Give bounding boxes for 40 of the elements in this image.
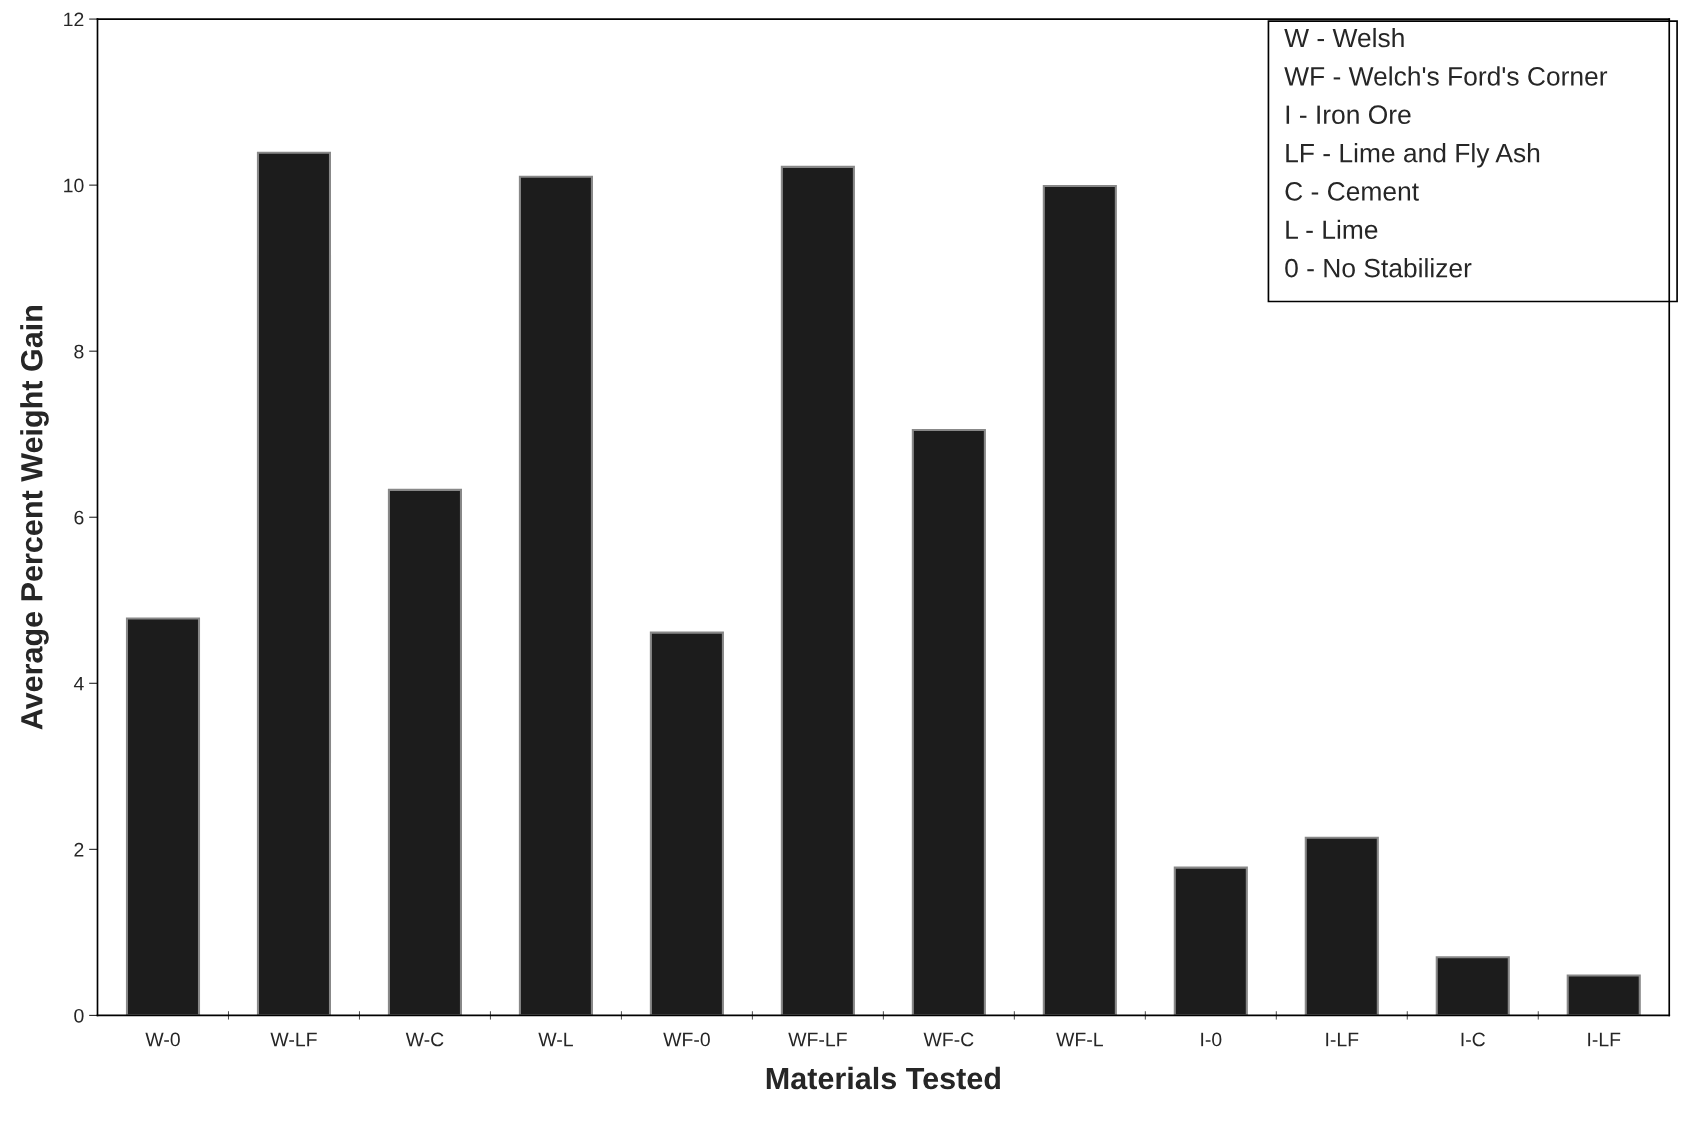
bar <box>125 617 201 1016</box>
y-tick-label: 0 <box>74 1008 84 1023</box>
y-tick-label: 4 <box>73 676 84 691</box>
x-tick-label: I-C <box>1461 1032 1485 1047</box>
x-tick-label: WF-LF <box>788 1032 847 1047</box>
bar <box>387 488 462 1016</box>
y-axis-title: Average Percent Weight Gain <box>20 306 49 730</box>
x-tick-label: W-0 <box>145 1032 180 1047</box>
bar <box>1435 956 1510 1016</box>
x-axis-title: Materials Tested <box>766 1066 1000 1090</box>
bar <box>256 151 332 1016</box>
x-tick-label: I-LF <box>1326 1032 1359 1047</box>
x-tick-label: W-C <box>405 1032 444 1047</box>
bar <box>1304 836 1379 1016</box>
bar <box>518 175 593 1016</box>
x-tick-label: W-LF <box>270 1032 317 1047</box>
annotation: C - Cement <box>1285 182 1419 201</box>
y-tick-label: 8 <box>74 344 84 359</box>
bar <box>1566 974 1641 1016</box>
bar <box>780 165 855 1016</box>
y-tick-label: 2 <box>74 842 84 857</box>
annotation: WF - Welch's Ford's Corner <box>1284 66 1608 86</box>
x-tick-label: WF-0 <box>663 1032 710 1047</box>
bar <box>1173 866 1248 1016</box>
annotation: L - Lime <box>1286 219 1378 240</box>
x-tick-label: WF-L <box>1056 1032 1103 1047</box>
y-tick-label: 6 <box>74 510 84 525</box>
bar <box>649 631 724 1016</box>
x-tick-label: W-L <box>538 1032 573 1047</box>
x-tick-label: I-LF <box>1588 1032 1621 1047</box>
x-tick-label: WF-C <box>923 1032 974 1047</box>
bar <box>911 429 986 1016</box>
x-tick-label: I-0 <box>1201 1032 1222 1047</box>
annotation: W - Welsh <box>1284 27 1404 48</box>
annotation: 0 - No Stabilizer <box>1285 258 1472 278</box>
annotation: LF - Lime and Fly Ash <box>1286 143 1540 168</box>
bar <box>1042 184 1117 1016</box>
annotation: I - Iron Ore <box>1286 105 1411 125</box>
y-tick-label: 10 <box>64 178 84 193</box>
y-tick-label: 12 <box>64 12 84 27</box>
